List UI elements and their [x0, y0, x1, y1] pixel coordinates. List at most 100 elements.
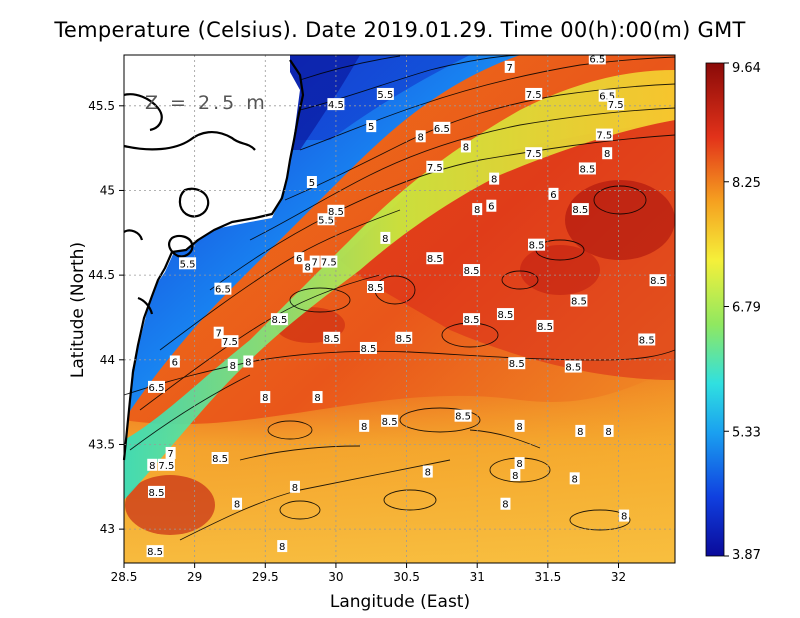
svg-text:8: 8 [474, 205, 480, 216]
svg-text:6.5: 6.5 [599, 92, 615, 103]
svg-text:8.5: 8.5 [650, 276, 666, 287]
svg-text:7: 7 [215, 329, 221, 340]
contour-label-26: 6 [294, 252, 305, 265]
x-tick-label-4: 30.5 [393, 570, 420, 584]
svg-text:8: 8 [230, 361, 236, 372]
contour-label-23: 8.5 [327, 204, 345, 218]
contour-label-0: 7 [504, 60, 515, 74]
contour-label-31: 8.5 [463, 264, 481, 277]
colorbar-labels: 9.64 8.25 6.79 5.33 3.87 [724, 61, 761, 563]
colorbar-label-0: 9.64 [732, 61, 761, 76]
map-title: Temperature (Celsius). Date 2019.01.29. … [54, 18, 746, 42]
contour-label-8: 8 [415, 130, 426, 143]
x-axis-ticks: 28.5 29 29.5 30 30.5 31 31.5 32 [111, 563, 626, 584]
contour-label-9: 6.5 [433, 121, 451, 135]
svg-text:8: 8 [491, 175, 497, 186]
svg-text:8: 8 [621, 512, 627, 523]
contour-label-67: 8 [510, 468, 521, 482]
svg-text:8.5: 8.5 [149, 488, 165, 499]
contour-label-58: 8 [514, 419, 525, 433]
svg-text:5.5: 5.5 [318, 215, 334, 226]
svg-text:8: 8 [425, 468, 431, 479]
contour-label-16: 8.5 [578, 162, 596, 175]
contour-label-7: 5 [366, 120, 377, 133]
svg-text:8: 8 [463, 142, 469, 153]
svg-text:6.5: 6.5 [434, 124, 450, 135]
contour-label-13: 8 [602, 147, 613, 160]
contour-label-60: 8 [603, 424, 614, 438]
contour-label-33: 8.5 [649, 274, 667, 287]
contour-label-27: 7 [309, 255, 320, 269]
svg-text:8: 8 [516, 422, 522, 433]
colorbar-label-2: 6.79 [732, 301, 761, 316]
y-tick-label-2: 44 [100, 353, 115, 367]
x-tick-label-1: 29 [187, 570, 202, 584]
svg-text:8.5: 8.5 [147, 547, 163, 558]
x-tick-label-7: 32 [611, 570, 626, 584]
contour-label-70: 8 [289, 480, 300, 494]
svg-text:8.5: 8.5 [537, 322, 553, 333]
contour-label-38: 8.5 [463, 313, 481, 326]
contour-label-28: 7.5 [320, 255, 338, 269]
x-tick-label-5: 31 [470, 570, 485, 584]
contour-label-73: 8 [619, 509, 630, 523]
svg-text:8.5: 8.5 [328, 207, 344, 218]
contour-label-29: 8 [302, 260, 313, 274]
svg-text:6: 6 [296, 254, 302, 265]
svg-text:6.5: 6.5 [149, 383, 165, 394]
contour-label-48: 8 [227, 358, 238, 372]
svg-text:8: 8 [304, 263, 310, 274]
svg-text:8: 8 [604, 149, 610, 160]
plot-frame [123, 54, 676, 564]
x-axis-label: Langitude (East) [330, 592, 470, 612]
x-tick-label-3: 30 [328, 570, 343, 584]
contour-label-75: 8.5 [146, 545, 164, 558]
svg-text:8.5: 8.5 [464, 266, 480, 277]
svg-text:6: 6 [550, 190, 556, 201]
contour-label-52: 6.5 [147, 380, 165, 394]
contour-label-34: 6.5 [214, 282, 232, 296]
svg-text:7.5: 7.5 [427, 163, 443, 174]
svg-text:7.5: 7.5 [596, 131, 612, 142]
svg-text:8: 8 [516, 459, 522, 470]
contour-label-57: 8 [359, 419, 370, 433]
svg-text:8: 8 [292, 483, 298, 494]
contour-label-37: 8.5 [270, 313, 288, 326]
y-tick-label-1: 43.5 [88, 437, 115, 451]
contour-label-71: 8 [232, 497, 243, 511]
svg-text:8.5: 8.5 [427, 254, 443, 265]
svg-text:8.5: 8.5 [639, 335, 655, 346]
contour-label-18: 6 [548, 187, 559, 201]
svg-text:8: 8 [279, 542, 285, 553]
contour-label-25: 8.5 [528, 238, 546, 252]
svg-text:8.5: 8.5 [212, 454, 228, 465]
colorbar-label-4: 3.87 [732, 548, 761, 563]
contour-label-44: 8.5 [359, 341, 377, 355]
contour-label-46: 8.5 [638, 333, 656, 346]
svg-text:8: 8 [262, 393, 268, 404]
y-tick-label-3: 44.5 [88, 268, 115, 282]
contour-label-72: 8 [500, 497, 511, 511]
contour-label-56: 8.5 [381, 414, 399, 428]
contour-label-40: 8.5 [536, 319, 554, 333]
svg-text:5: 5 [368, 122, 374, 133]
contour-label-43: 8.5 [323, 331, 341, 345]
svg-text:8: 8 [234, 500, 240, 511]
colorbar [705, 62, 725, 557]
svg-text:7: 7 [312, 258, 318, 269]
contour-label-59: 8 [575, 424, 586, 438]
svg-text:6: 6 [172, 357, 178, 368]
contour-label-19: 8 [472, 203, 483, 216]
contour-label-14: 7.5 [426, 160, 444, 174]
svg-text:8.5: 8.5 [498, 310, 514, 321]
contour-label-74: 8 [277, 540, 288, 553]
svg-text:8.5: 8.5 [324, 334, 340, 345]
svg-text:8: 8 [314, 393, 320, 404]
svg-text:7.5: 7.5 [222, 337, 238, 348]
svg-text:8.5: 8.5 [571, 297, 587, 308]
svg-text:7.5: 7.5 [526, 90, 542, 101]
contour-label-50: 8.5 [508, 357, 526, 370]
contour-label-24: 8 [380, 231, 391, 245]
contour-label-42: 7.5 [221, 335, 239, 348]
